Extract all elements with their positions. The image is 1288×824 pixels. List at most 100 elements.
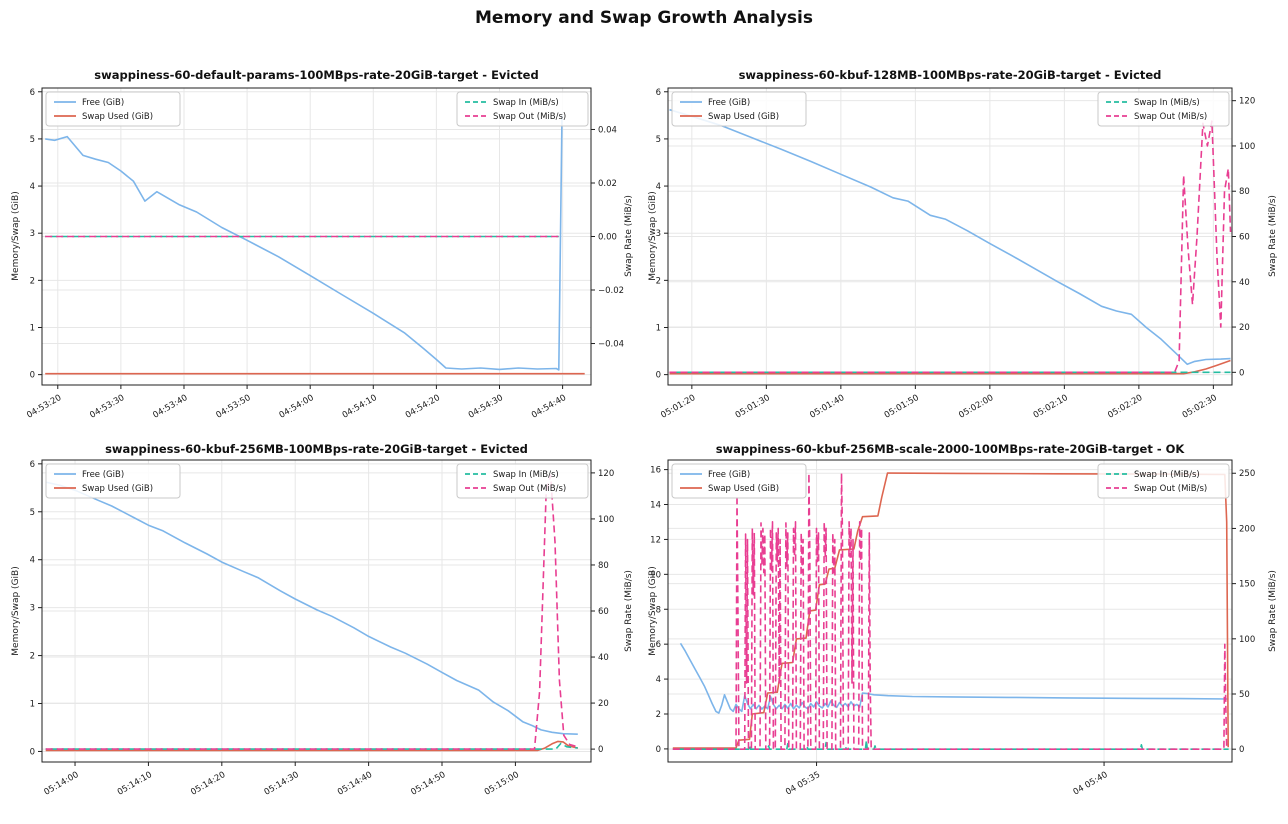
y-axis-label-left: Memory/Swap (GiB): [11, 566, 21, 656]
y-tick-label-right: 120: [1239, 97, 1255, 107]
y-tick-label-left: 0: [30, 747, 35, 757]
x-tick-label: 04 05:40: [1072, 770, 1110, 798]
y-tick-label-left: 6: [656, 88, 661, 98]
y-axis-label-right: Swap Rate (MiB/s): [624, 570, 634, 652]
legend-label: Swap Out (MiB/s): [1134, 112, 1207, 122]
series-swap-in-line: [672, 739, 1229, 750]
plot-canvas: 04:53:20 04:53:30 04:53:40 04:53:50 04:54:00…: [25, 87, 624, 421]
y-tick-label-left: 2: [656, 276, 661, 286]
subplot-kbuf-256mb-scale-2000: swappiness-60-kbuf-256MB-scale-2000-100M…: [644, 442, 1288, 824]
y-tick-label-right: 0: [598, 745, 603, 755]
y-tick-label-right: −0.02: [598, 286, 624, 296]
subplot-kbuf-256mb: swappiness-60-kbuf-256MB-100MBps-rate-20…: [0, 442, 644, 824]
legend-label: Swap Used (GiB): [708, 112, 779, 122]
series-swap-out-line: [672, 472, 1228, 750]
y-tick-label-right: 250: [1239, 469, 1255, 479]
x-tick-label: 04:53:30: [88, 393, 126, 421]
x-tick-label: 04:54:10: [341, 393, 379, 421]
tick-labels: 04 05:35 04 05:40 0 2 4 6 8 10 12 14 16 0 50 100 150 20…: [650, 466, 1255, 798]
ticks: [664, 469, 1236, 766]
y-tick-label-right: 200: [1239, 524, 1255, 534]
legend-label: Free (GiB): [708, 98, 750, 108]
y-tick-label-right: 40: [1239, 278, 1250, 288]
y-tick-label-left: 4: [30, 556, 35, 566]
y-tick-label-right: 80: [1239, 187, 1250, 197]
legend-label: Free (GiB): [708, 470, 750, 480]
y-tick-label-right: −0.04: [598, 340, 624, 350]
x-tick-label: 05:14:10: [116, 770, 154, 798]
y-tick-label-left: 0: [30, 371, 35, 381]
legend-swap-rate: Swap In (MiB/s) Swap Out (MiB/s): [1097, 463, 1230, 499]
y-tick-label-left: 10: [650, 570, 661, 580]
y-tick-label-left: 16: [650, 466, 661, 476]
tick-labels: 05:01:20 05:01:30 05:01:40 05:01:50 05:02:00…: [656, 88, 1256, 421]
y-tick-label-left: 1: [656, 323, 661, 333]
legend-swap-rate: Swap In (MiB/s) Swap Out (MiB/s): [456, 91, 589, 127]
legend-label: Swap In (MiB/s): [493, 98, 559, 108]
series-swap-used-line: [45, 740, 578, 752]
y-tick-label-left: 14: [650, 501, 661, 511]
gridlines: [668, 88, 1232, 385]
y-axis-label-left: Memory/Swap (GiB): [648, 191, 658, 281]
legend-label: Swap In (MiB/s): [1134, 98, 1200, 108]
y-tick-label-left: 5: [656, 135, 661, 145]
x-tick-label: 05:01:40: [808, 393, 846, 421]
ticks: [664, 91, 1236, 389]
y-tick-label-left: 12: [650, 535, 661, 545]
x-tick-label: 04:54:40: [530, 393, 568, 421]
x-tick-label: 05:01:50: [883, 393, 921, 421]
series-swap-used-line: [672, 472, 1229, 749]
x-tick-label: 04:54:30: [467, 393, 505, 421]
y-tick-label-left: 3: [30, 229, 35, 239]
series-swap-in-line: [45, 742, 578, 750]
legend-label: Free (GiB): [82, 98, 124, 108]
y-tick-label-right: 80: [598, 561, 609, 571]
y-tick-label-left: 6: [30, 88, 35, 98]
y-tick-label-right: 60: [598, 607, 609, 617]
y-tick-label-right: 150: [1239, 580, 1255, 590]
gridlines: [42, 460, 591, 762]
plot-spines: [667, 459, 1233, 763]
y-tick-label-right: 100: [1239, 635, 1255, 645]
x-tick-label: 05:14:40: [336, 770, 374, 798]
x-tick-label: 04:53:50: [215, 393, 253, 421]
y-tick-label-left: 5: [30, 135, 35, 145]
x-tick-label: 05:14:00: [42, 770, 80, 798]
y-tick-label-left: 5: [30, 508, 35, 518]
legend-label: Swap Out (MiB/s): [493, 484, 566, 494]
y-axis-label-left: Memory/Swap (GiB): [648, 566, 658, 656]
y-tick-label-left: 1: [30, 323, 35, 333]
x-tick-label: 05:01:20: [659, 393, 697, 421]
ticks: [38, 463, 595, 766]
plot-title: swappiness-60-kbuf-256MB-scale-2000-100M…: [715, 442, 1185, 456]
y-tick-label-left: 3: [656, 229, 661, 239]
y-tick-label-left: 0: [656, 745, 661, 755]
legend-label: Swap Used (GiB): [82, 112, 153, 122]
plot-title: swappiness-60-default-params-100MBps-rat…: [94, 68, 539, 82]
x-tick-label: 05:14:50: [409, 770, 447, 798]
x-tick-label: 05:02:30: [1181, 393, 1219, 421]
legend-memory: Free (GiB) Swap Used (GiB): [671, 463, 807, 499]
x-tick-label: 05:14:30: [263, 770, 301, 798]
y-axis-label-left: Memory/Swap (GiB): [11, 191, 21, 281]
y-tick-label-left: 4: [30, 182, 35, 192]
legend-memory: Free (GiB) Swap Used (GiB): [45, 91, 181, 127]
plot-canvas: 05:01:20 05:01:30 05:01:40 05:01:50 05:02:00…: [656, 87, 1256, 421]
x-tick-label: 05:14:20: [189, 770, 227, 798]
y-tick-label-left: 4: [656, 675, 661, 685]
y-tick-label-left: 4: [656, 182, 661, 192]
series-free-line: [679, 642, 1229, 714]
y-tick-label-right: 100: [598, 515, 614, 525]
y-tick-label-right: 0: [1239, 745, 1244, 755]
x-tick-label: 05:01:30: [734, 393, 772, 421]
x-tick-label: 05:02:10: [1032, 393, 1070, 421]
y-tick-label-left: 2: [30, 652, 35, 662]
y-tick-label-left: 3: [30, 604, 35, 614]
x-tick-label: 04:54:20: [404, 393, 442, 421]
series-swap-out-line: [45, 474, 579, 750]
legend-label: Free (GiB): [82, 470, 124, 480]
y-tick-label-right: 50: [1239, 690, 1250, 700]
y-tick-label-right: 0: [1239, 368, 1244, 378]
y-tick-label-left: 8: [656, 605, 661, 615]
legend-label: Swap Used (GiB): [708, 484, 779, 494]
